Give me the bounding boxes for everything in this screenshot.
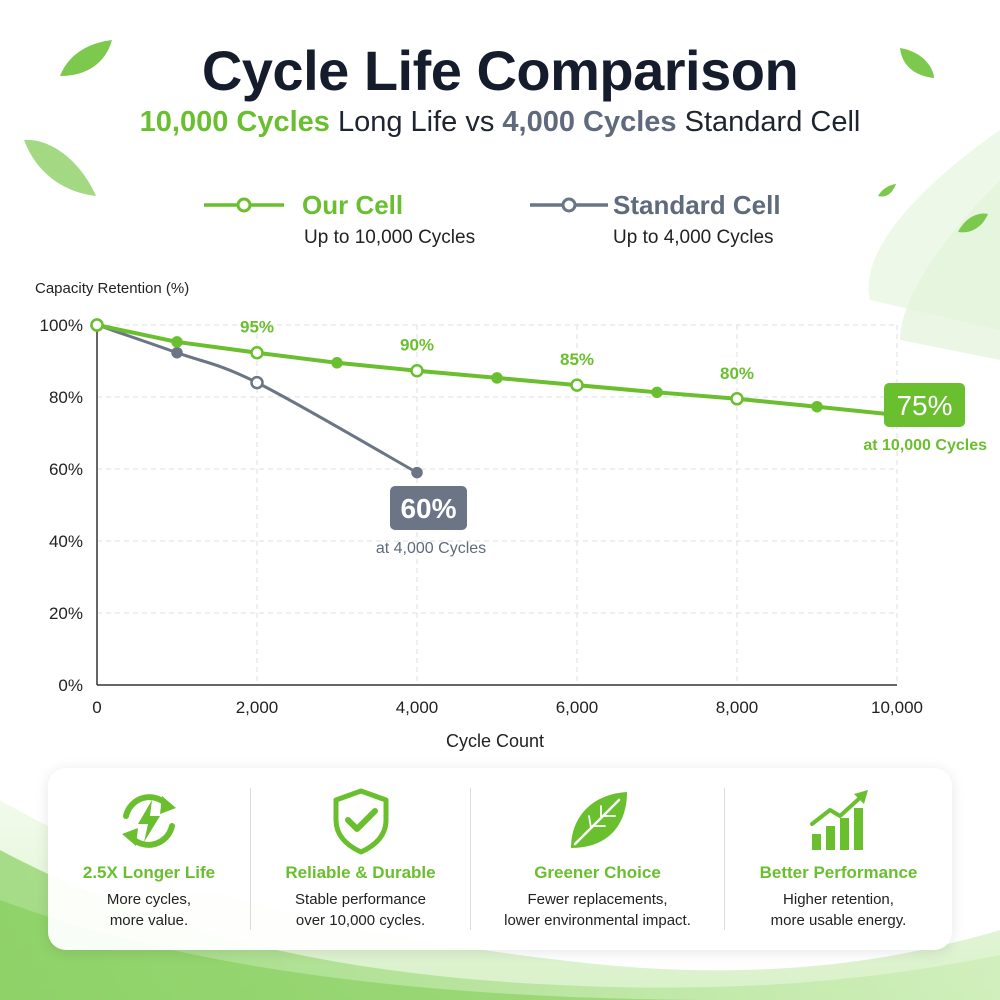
feature-title: Reliable & Durable: [285, 863, 436, 882]
leaf-icon: [570, 792, 627, 848]
feature-divider: [724, 788, 725, 930]
chart-labels: Capacity Retention (%) Cycle Count 95% 90% 8…: [35, 280, 987, 751]
feature-card-greener: Greener Choice Fewer replacements, lower…: [471, 768, 724, 950]
feature-description: More cycles, more value.: [48, 889, 250, 931]
feature-divider: [250, 788, 251, 930]
y-tick-label: 20%: [49, 604, 83, 623]
legend-line-our-cell-icon: [204, 197, 284, 213]
feature-card-performance: Better Performance Higher retention, mor…: [725, 768, 952, 950]
page-title: Cycle Life Comparison: [201, 39, 799, 102]
end-value-our-cell: 75%: [896, 390, 952, 421]
feature-description-line: more usable energy.: [770, 912, 907, 929]
feature-description-line: Stable performance: [295, 891, 426, 908]
x-axis-title: Cycle Count: [446, 731, 544, 751]
x-tick-label: 0: [92, 698, 101, 717]
leaf-decoration-icon: [24, 40, 988, 233]
x-tick-label: 4,000: [396, 698, 439, 717]
legend-standard-cell-name: Standard Cell: [613, 190, 781, 220]
y-tick-label: 0%: [58, 676, 83, 695]
feature-divider: [470, 788, 471, 930]
data-point-standard-cell: [171, 346, 183, 359]
x-tick-label: 2,000: [236, 698, 279, 717]
data-point-standard-cell: [411, 466, 423, 479]
data-label-our-cell: 90%: [400, 336, 434, 355]
page-subtitle: 10,000 Cycles Long Life vs 4,000 Cycles …: [0, 106, 1000, 139]
legend-standard-cell-sub: Up to 4,000 Cycles: [613, 227, 774, 248]
data-point-our-cell: [811, 400, 823, 413]
legend-our-cell-name: Our Cell: [302, 190, 404, 220]
data-point-our-cell: [171, 336, 183, 348]
feature-card-reliable: Reliable & Durable Stable performance ov…: [251, 768, 470, 950]
end-badge-standard-cell: [390, 486, 467, 530]
data-point-our-cell: [250, 345, 264, 360]
legend-line-standard-cell-icon: [530, 197, 608, 213]
features-panel: 2.5X Longer Life More cycles, more value…: [48, 768, 952, 950]
shield-check-icon: [333, 788, 388, 855]
data-point-our-cell: [331, 357, 343, 369]
feature-description: Fewer replacements, lower environmental …: [471, 889, 724, 931]
feature-description-line: Higher retention,: [783, 891, 894, 908]
end-value-standard-cell: 60%: [400, 493, 456, 524]
cycle-bolt-icon: [122, 794, 176, 848]
y-axis-title: Capacity Retention (%): [35, 280, 189, 297]
data-label-our-cell: 95%: [240, 318, 274, 337]
end-caption-standard-cell: at 4,000 Cycles: [376, 540, 486, 557]
feature-description-line: More cycles,: [106, 891, 192, 908]
subtitle-highlight-standard: 4,000 Cycles: [502, 106, 677, 138]
subtitle-text-1: Long Life vs: [337, 106, 495, 138]
data-point-our-cell: [90, 318, 104, 332]
data-point-standard-cell: [250, 375, 264, 390]
feature-description-line: Fewer replacements,: [527, 891, 668, 908]
data-point-our-cell: [651, 386, 663, 399]
feature-title: Greener Choice: [534, 863, 661, 882]
chart-axes: [96, 319, 897, 686]
subtitle-highlight-ours: 10,000 Cycles: [139, 106, 330, 138]
y-tick-label: 100%: [40, 316, 83, 335]
x-tick-label: 8,000: [716, 698, 759, 717]
x-tick-label: 6,000: [556, 698, 599, 717]
x-tick-label: 10,000: [871, 698, 923, 717]
feature-description-line: over 10,000 cycles.: [295, 912, 426, 929]
feature-description: Stable performance over 10,000 cycles.: [251, 889, 470, 931]
y-tick-label: 80%: [49, 388, 83, 407]
data-point-our-cell: [730, 392, 744, 406]
legend-our-cell-sub: Up to 10,000 Cycles: [304, 227, 476, 248]
series-line-our-cell: [96, 323, 898, 417]
y-tick-label: 60%: [49, 460, 83, 479]
subtitle-text-2: Standard Cell: [684, 106, 861, 138]
feature-description: Higher retention, more usable energy.: [725, 889, 952, 931]
chart-ticks: 0% 20% 40% 60% 80% 100% 0 2,000 4,000 6,000 8,000 1…: [40, 316, 923, 717]
data-label-our-cell: 80%: [720, 364, 754, 383]
chart-series: [90, 318, 898, 479]
end-caption-our-cell: at 10,000 Cycles: [863, 437, 987, 454]
feature-description-line: more value.: [109, 912, 189, 929]
y-tick-label: 40%: [49, 532, 83, 551]
feature-title: Better Performance: [759, 863, 918, 882]
feature-card-longer-life: 2.5X Longer Life More cycles, more value…: [48, 768, 250, 950]
feature-description-line: lower environmental impact.: [504, 912, 691, 929]
data-point-our-cell: [570, 378, 584, 392]
data-label-our-cell: 85%: [560, 350, 594, 369]
series-line-standard-cell: [96, 323, 418, 474]
feature-title: 2.5X Longer Life: [82, 863, 216, 882]
bar-chart-arrow-icon: [809, 790, 868, 850]
end-badge-our-cell: [884, 383, 965, 427]
data-point-our-cell: [491, 372, 503, 384]
data-point-our-cell: [410, 363, 424, 378]
